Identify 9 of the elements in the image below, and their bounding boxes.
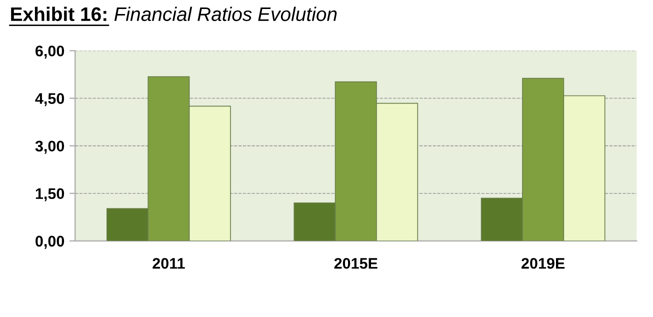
x-tick-label: 2019E: [522, 258, 565, 269]
y-tick-label: 3,00: [35, 140, 64, 154]
x-tick-label: 2015E: [334, 258, 378, 269]
y-tick-label: 0,00: [36, 236, 64, 249]
x-tick-label: 2011: [152, 258, 185, 269]
y-tick-label: 4,50: [35, 93, 64, 106]
chart-title: Exhibit 16: Financial Ratios Evolution: [11, 6, 337, 22]
y-tick-label: 1,50: [36, 188, 64, 202]
y-tick-label: 6,00: [36, 46, 64, 59]
